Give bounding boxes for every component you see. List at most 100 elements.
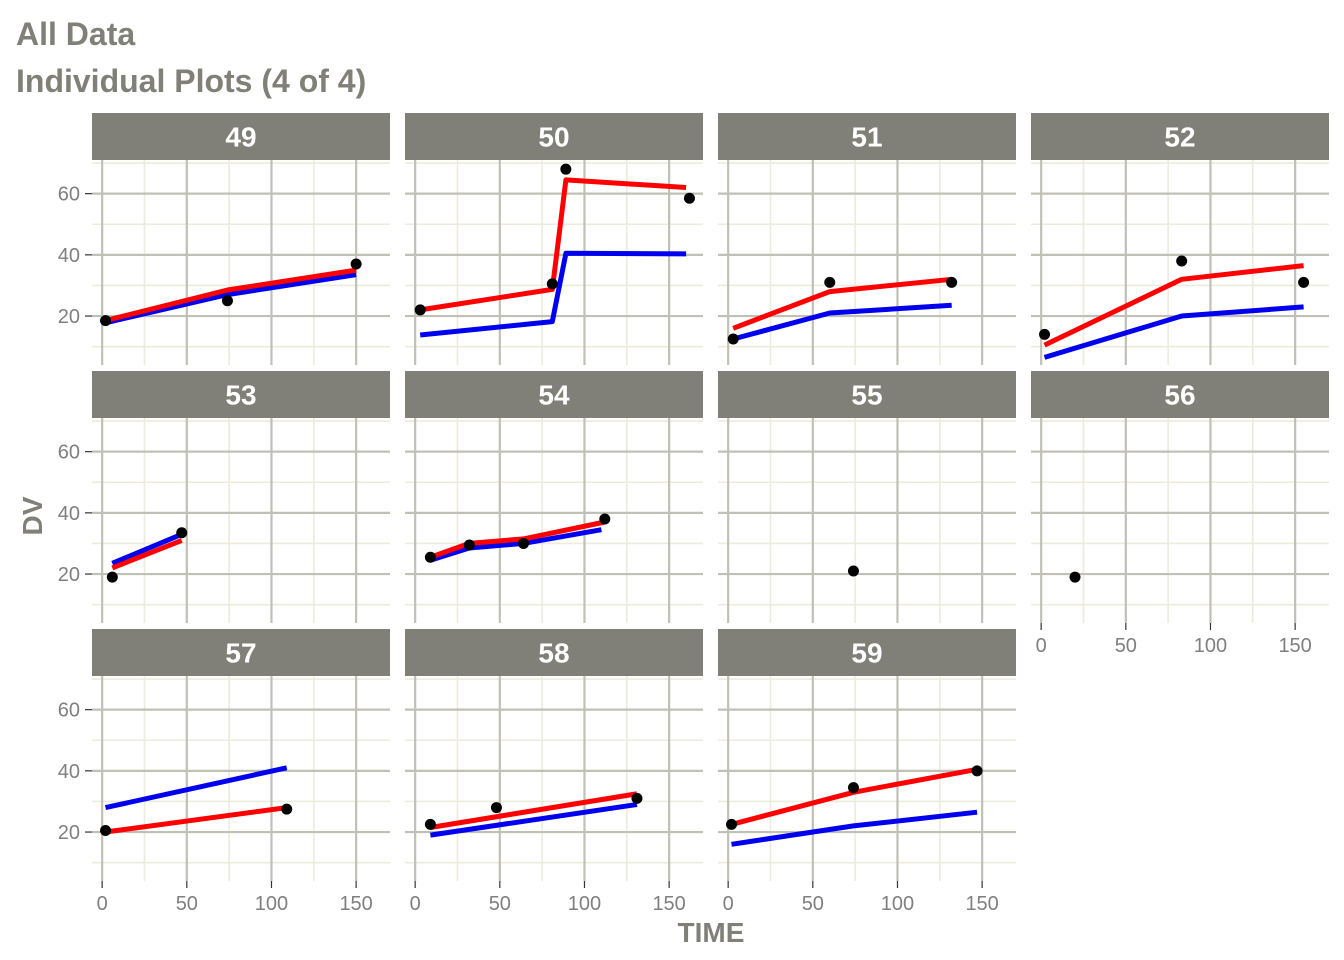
observed-point xyxy=(546,278,558,290)
series-line-blue xyxy=(111,531,183,566)
observed-point xyxy=(463,539,475,551)
facet-panel-52: 52 xyxy=(1031,113,1329,365)
panel-background xyxy=(718,676,1016,881)
y-tick-label: 60 xyxy=(58,442,80,464)
facet-strip-label: 58 xyxy=(538,638,569,669)
series-line-blue xyxy=(419,250,687,338)
series-line-red xyxy=(419,177,687,313)
observed-point xyxy=(221,295,233,307)
panel-background xyxy=(92,160,390,365)
facet-panel-51: 51 xyxy=(718,113,1016,365)
series-line-blue xyxy=(732,302,952,342)
x-tick-label: 100 xyxy=(568,893,601,915)
observed-point xyxy=(350,258,362,270)
x-tick-label: 100 xyxy=(1194,635,1227,657)
major-grid xyxy=(718,418,1016,623)
facet-strip xyxy=(405,113,703,160)
series-line-red xyxy=(429,791,638,830)
y-tick-label: 40 xyxy=(58,503,80,525)
series-line-red xyxy=(104,267,357,324)
facet-strip xyxy=(92,371,390,418)
facet-strip xyxy=(92,113,390,160)
observed-point xyxy=(1069,571,1081,583)
observed-point xyxy=(560,163,572,175)
observed-point xyxy=(414,304,426,316)
facet-panels: 49 20 40 60 50 51 52 53 20 40 60 54 55 56 0 50 100 150 57 2… xyxy=(58,113,1329,915)
y-tick-label: 20 xyxy=(58,564,80,586)
observed-point xyxy=(683,192,695,204)
chart-subtitle: Individual Plots (4 of 4) xyxy=(16,63,366,99)
facet-strip-label: 53 xyxy=(225,380,256,411)
x-tick-label: 50 xyxy=(802,893,824,915)
series-line-blue xyxy=(430,802,638,838)
x-tick-label: 50 xyxy=(1115,635,1137,657)
series-line-blue xyxy=(1043,304,1304,360)
facet-panel-54: 54 xyxy=(405,371,703,623)
facet-strip xyxy=(1031,371,1329,418)
facet-panel-49: 49 20 40 60 xyxy=(58,113,390,365)
facet-panel-50: 50 xyxy=(405,113,703,365)
facet-strip-label: 49 xyxy=(225,122,256,153)
facet-strip xyxy=(718,371,1016,418)
facet-panel-55: 55 xyxy=(718,371,1016,623)
observed-point xyxy=(518,537,530,549)
panel-background xyxy=(718,160,1016,365)
series-line-red xyxy=(105,805,288,835)
major-grid xyxy=(1031,160,1329,365)
x-tick-label: 0 xyxy=(1036,635,1047,657)
observed-point xyxy=(176,527,188,539)
series-line-red xyxy=(429,519,606,560)
major-grid xyxy=(92,418,390,623)
observed-point xyxy=(726,818,738,830)
major-grid xyxy=(1031,418,1329,623)
observed-point xyxy=(727,333,739,345)
x-tick-label: 50 xyxy=(489,893,511,915)
facet-strip-label: 50 xyxy=(538,122,569,153)
facet-strip-label: 51 xyxy=(851,122,882,153)
series-line-red xyxy=(732,276,952,331)
x-tick-label: 150 xyxy=(339,893,372,915)
facet-strip xyxy=(718,113,1016,160)
x-tick-label: 100 xyxy=(255,893,288,915)
observed-point xyxy=(424,818,436,830)
facet-panel-59: 59 0 50 100 150 xyxy=(718,629,1016,915)
x-tick-label: 0 xyxy=(723,893,734,915)
major-grid xyxy=(718,160,1016,365)
observed-point xyxy=(631,792,643,804)
x-tick-label: 100 xyxy=(881,893,914,915)
y-tick-label: 20 xyxy=(58,822,80,844)
facet-panel-56: 56 0 50 100 150 xyxy=(1031,371,1329,657)
observed-point xyxy=(971,765,983,777)
facet-strip-label: 57 xyxy=(225,638,256,669)
series-line-red xyxy=(1043,263,1304,348)
observed-point xyxy=(106,571,118,583)
major-grid xyxy=(92,676,390,881)
observed-point xyxy=(100,315,112,327)
observed-point xyxy=(847,782,859,794)
series-line-blue xyxy=(104,765,288,811)
minor-grid xyxy=(92,418,390,623)
facet-strip xyxy=(405,371,703,418)
observed-point xyxy=(847,565,859,577)
panel-background xyxy=(718,418,1016,623)
facet-panel-53: 53 20 40 60 xyxy=(58,371,390,623)
observed-point xyxy=(599,513,611,525)
panel-background xyxy=(405,418,703,623)
facet-strip-label: 52 xyxy=(1164,122,1195,153)
series-line-blue xyxy=(429,527,602,563)
chart-title: All Data xyxy=(16,16,135,52)
facet-strip-label: 54 xyxy=(538,380,570,411)
observed-point xyxy=(490,802,502,814)
observed-point xyxy=(946,276,958,288)
facet-strip xyxy=(1031,113,1329,160)
facet-panel-57: 57 20 40 60 0 50 100 150 xyxy=(58,629,390,915)
observed-point xyxy=(281,803,293,815)
x-tick-label: 150 xyxy=(1278,635,1311,657)
x-tick-label: 150 xyxy=(965,893,998,915)
facet-strip xyxy=(718,629,1016,676)
y-tick-label: 20 xyxy=(58,306,80,328)
y-tick-label: 60 xyxy=(58,184,80,206)
y-tick-label: 40 xyxy=(58,245,80,267)
major-grid xyxy=(405,676,703,881)
